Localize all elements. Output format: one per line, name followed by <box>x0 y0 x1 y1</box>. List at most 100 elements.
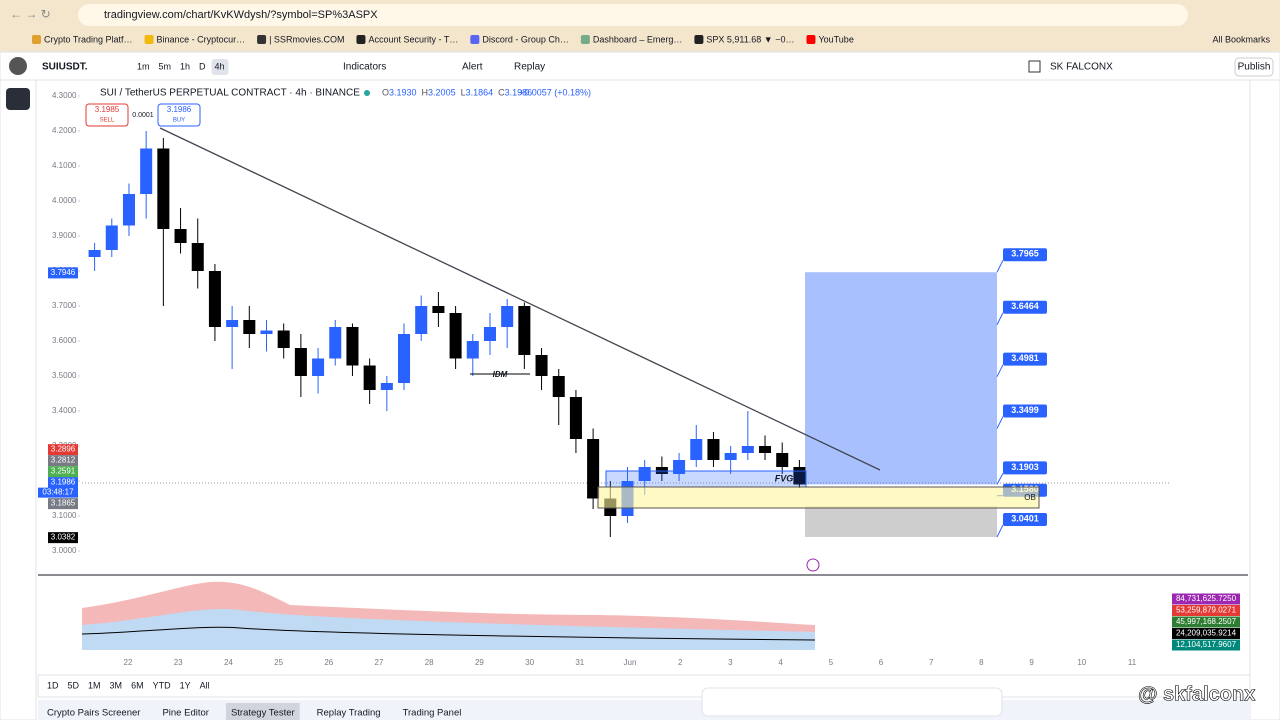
stop-zone[interactable] <box>805 506 997 537</box>
tab[interactable]: Pine Editor <box>162 708 208 719</box>
price-tick-label: 3.7000 <box>52 301 77 310</box>
tab[interactable]: Replay Trading <box>317 708 381 719</box>
bookmark[interactable]: SPX 5,911.68 ▼ −0… <box>706 34 794 44</box>
tab[interactable]: Strategy Tester <box>231 708 295 719</box>
interval[interactable]: 1m <box>137 61 150 71</box>
volume-badge <box>1172 628 1240 639</box>
interval[interactable]: 4h <box>215 61 225 71</box>
date-label: 7 <box>929 658 934 667</box>
interval[interactable]: 5m <box>159 61 172 71</box>
bookmarks: Crypto Trading Platf… Binance - Cryptocur… <box>32 34 854 44</box>
indicators[interactable]: Indicators <box>343 62 386 73</box>
fvg-label: FVG <box>775 473 794 483</box>
price-tick-label: 3.1000 <box>52 511 77 520</box>
ohlc-key: L <box>461 87 466 97</box>
active-tool[interactable] <box>6 88 30 110</box>
ob-box[interactable] <box>597 486 1040 509</box>
bookmark[interactable]: Account Security - T… <box>368 34 458 44</box>
volume-band-inner <box>82 608 815 650</box>
nav-icons[interactable]: ← → ↻ <box>10 7 51 21</box>
timeframe[interactable]: 6M <box>131 680 144 690</box>
bookmark[interactable]: Discord - Group Ch… <box>482 34 569 44</box>
alert[interactable]: Alert <box>462 62 483 73</box>
ohlc-value: 3.1864 <box>466 87 494 97</box>
timeframe[interactable]: All <box>200 680 210 690</box>
candle-body <box>552 376 565 397</box>
idm-label: IDM <box>493 370 508 379</box>
sell-button[interactable] <box>85 103 129 127</box>
timer-badge <box>38 487 78 498</box>
date-label: 30 <box>525 658 534 667</box>
target-zone[interactable] <box>805 272 997 485</box>
tab[interactable]: Crypto Pairs Screener <box>47 708 140 719</box>
account[interactable]: SK FALCONX <box>1050 62 1113 73</box>
ob-label: OB <box>1024 493 1036 502</box>
price-badge-label: 3.2896 <box>51 445 76 454</box>
price-tick-label: 4.2000 <box>52 126 77 135</box>
date-label: 29 <box>475 658 484 667</box>
candle-body <box>226 320 239 327</box>
sell-price[interactable]: 3.1985 <box>95 105 120 114</box>
candle-body <box>157 148 170 229</box>
checkbox[interactable] <box>1028 60 1041 73</box>
ohlc-key: C <box>498 87 505 97</box>
date-label: 28 <box>425 658 434 667</box>
price-badge <box>48 466 78 478</box>
candles <box>88 131 806 537</box>
price-badge <box>48 267 78 279</box>
date-label: Jun <box>624 658 637 667</box>
trend-line[interactable] <box>159 127 881 471</box>
url[interactable]: tradingview.com/chart/KvKWdysh/?symbol=S… <box>104 9 378 21</box>
bookmark[interactable]: Binance - Cryptocur… <box>157 34 246 44</box>
level-label: 3.3499 <box>1011 405 1039 415</box>
avatar[interactable] <box>9 57 27 75</box>
publish-button[interactable] <box>1234 57 1274 77</box>
candle-body <box>122 194 135 226</box>
bookmark[interactable]: Dashboard – Emerg… <box>593 34 683 44</box>
bookmark[interactable]: Crypto Trading Platf… <box>44 34 133 44</box>
bookmark[interactable]: YouTube <box>818 34 853 44</box>
interval[interactable]: 1h <box>180 61 190 71</box>
level-pointer <box>996 260 1004 273</box>
timeframe[interactable]: YTD <box>153 680 172 690</box>
buy-button[interactable] <box>157 103 201 127</box>
ohlc-legend: O 3.1930 H 3.2005 L 3.1864 C 3.1986 <box>382 87 532 97</box>
interval[interactable]: D <box>199 61 206 71</box>
date-label: 31 <box>575 658 584 667</box>
date-label: 9 <box>1029 658 1034 667</box>
price-badge <box>48 455 78 467</box>
level-badge <box>1003 512 1047 526</box>
buy-price[interactable]: 3.1986 <box>167 105 192 114</box>
volume-label: 45,997,168.2507 <box>1176 617 1237 626</box>
tab[interactable]: Trading Panel <box>403 708 462 719</box>
event-icon[interactable] <box>806 558 820 572</box>
timeframe[interactable]: 1M <box>88 680 101 690</box>
price-tick-label: 4.3000 <box>52 91 77 100</box>
sell-label[interactable]: SELL <box>100 118 115 124</box>
level-label: 3.6464 <box>1011 301 1039 311</box>
date-label: 3 <box>728 658 733 667</box>
timeframe[interactable]: 3M <box>110 680 123 690</box>
timeframe[interactable]: 1Y <box>180 680 191 690</box>
drawing-toolbar[interactable] <box>701 687 1003 717</box>
date-label: 25 <box>274 658 283 667</box>
candle-body <box>466 341 479 359</box>
price-tick-label: 3.0000 <box>52 546 77 555</box>
date-axis: 22 23 24 25 26 27 28 29 30 31 Jun 2 3 4 5 6 7 8 9 10 11 <box>124 658 1137 667</box>
symbol[interactable]: SUIUSDT. <box>42 62 88 73</box>
url-box[interactable] <box>78 4 1188 26</box>
candle-body <box>140 148 153 194</box>
candle-body <box>449 313 462 359</box>
publish[interactable]: Publish <box>1238 62 1271 73</box>
bookmark[interactable]: | SSRmovies.COM <box>269 34 344 44</box>
timeframe[interactable]: 5D <box>68 680 80 690</box>
timeframe[interactable]: 1D <box>47 680 59 690</box>
candle-body <box>243 320 256 334</box>
buy-label[interactable]: BUY <box>173 118 185 124</box>
price-tick-label: 4.1000 <box>52 161 77 170</box>
volume-badge <box>1172 616 1240 628</box>
all-bookmarks[interactable]: All Bookmarks <box>1212 34 1270 44</box>
replay[interactable]: Replay <box>514 62 545 73</box>
candle-body <box>432 306 445 313</box>
